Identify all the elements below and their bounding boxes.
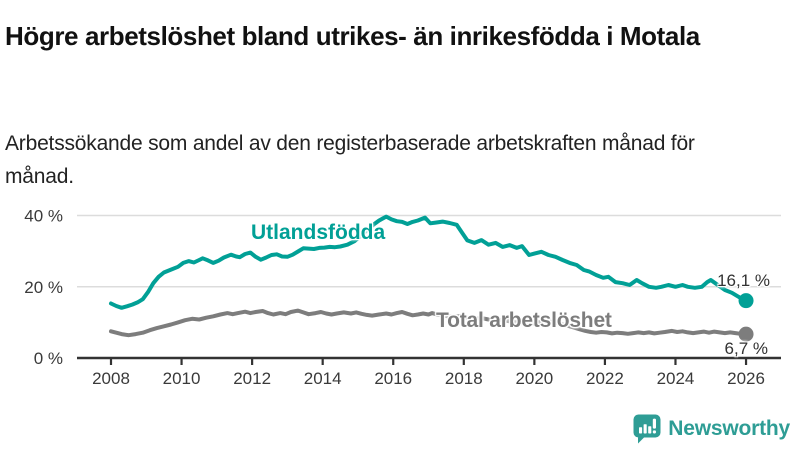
end-value-label-total: 6,7 % <box>724 339 768 358</box>
newsworthy-logo-icon <box>633 414 661 444</box>
x-axis-tick-label: 2018 <box>445 369 483 388</box>
series-label-total-arbetsloshet: Total arbetslöshet <box>436 309 612 332</box>
x-axis-tick-label: 2014 <box>304 369 342 388</box>
x-axis-tick-label: 2010 <box>163 369 201 388</box>
x-axis-tick-label: 2016 <box>374 369 412 388</box>
series-line <box>109 308 748 338</box>
x-axis-tick-label: 2008 <box>92 369 130 388</box>
x-axis-tick-label: 2020 <box>515 369 553 388</box>
chart-subtitle: Arbetssökande som andel av den registerb… <box>5 132 695 188</box>
x-axis-tick-label: 2024 <box>657 369 695 388</box>
newsworthy-logo-text: Newsworthy <box>668 417 790 440</box>
x-axis-tick-label: 2026 <box>727 369 765 388</box>
y-axis-tick-label: 20 % <box>24 278 63 297</box>
page-title: Högre arbetslöshet bland utrikes- än inr… <box>5 21 700 52</box>
newsworthy-branding: Newsworthy <box>633 414 790 444</box>
series-end-dot <box>738 326 754 342</box>
x-axis-tick-label: 2022 <box>586 369 624 388</box>
y-axis-tick-label: 40 % <box>24 207 63 226</box>
x-axis-tick-label: 2012 <box>233 369 271 388</box>
series-end-dot <box>738 293 754 309</box>
series-label-utlandsfodda: Utlandsfödda <box>251 221 386 244</box>
y-axis-tick-label: 0 % <box>34 349 63 368</box>
end-value-label-utlandsfodda: 16,1 % <box>717 271 770 290</box>
series-line <box>109 214 748 310</box>
